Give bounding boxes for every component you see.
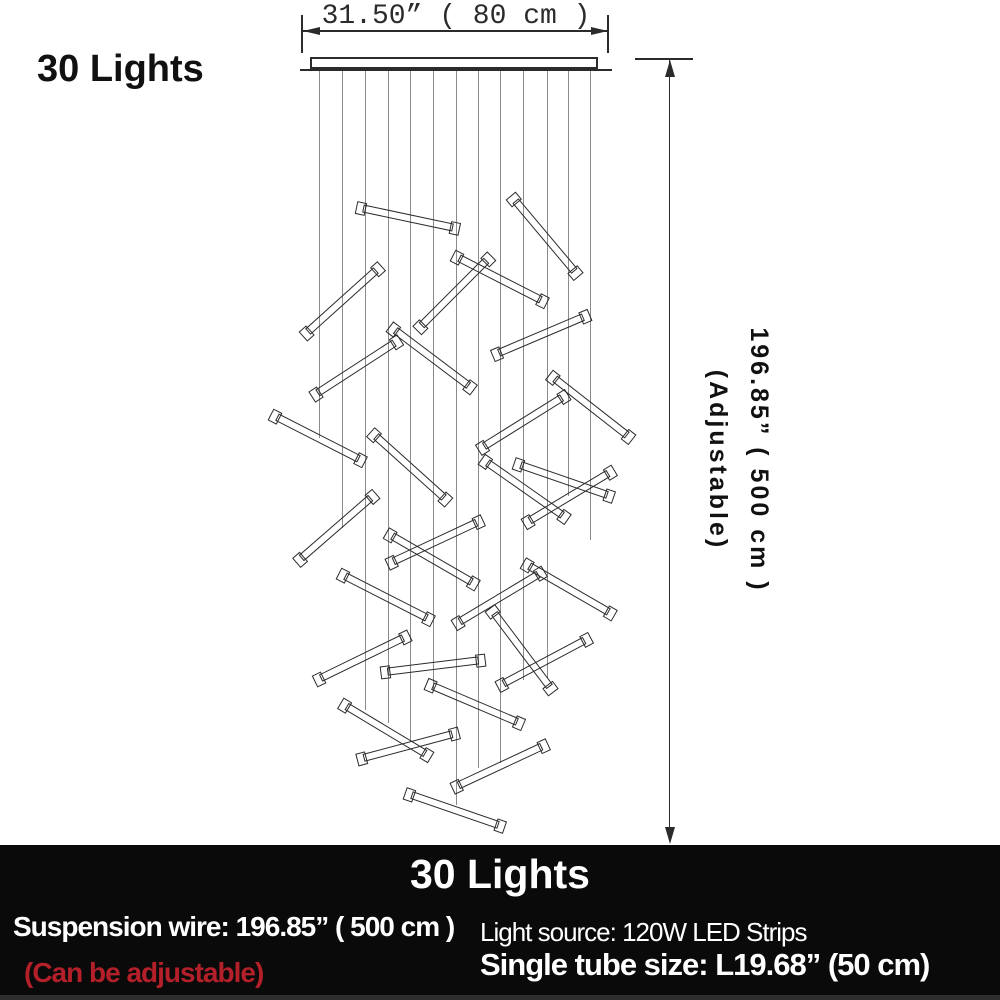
footer-title: 30 Lights <box>410 851 590 897</box>
arrowhead-right-icon <box>591 27 608 35</box>
tube-body <box>343 572 429 622</box>
suspension-wire <box>319 71 320 438</box>
height-extension-line <box>635 58 693 60</box>
adjustable-note: (Can be adjustable) <box>24 957 264 988</box>
suspension-wire <box>433 71 434 690</box>
suspension-wire <box>388 71 389 723</box>
width-dimension-label: 31.50” ( 80 cm ) <box>321 1 591 32</box>
tube-body <box>275 413 361 463</box>
tube-body <box>410 791 500 829</box>
height-value: 196.85” ( 500 cm ) <box>745 327 773 593</box>
light-tube <box>308 334 405 403</box>
suspension-wire <box>365 71 366 710</box>
suspension-wire <box>456 71 457 805</box>
ceiling-baseline <box>300 69 612 71</box>
light-tube <box>267 408 368 469</box>
tube-body <box>298 494 374 562</box>
width-dimension-line <box>303 30 608 32</box>
extension-line-left <box>301 15 303 53</box>
spec-footer: 30 Lights Suspension wire: 196.85” ( 500… <box>0 845 1000 1000</box>
light-tube <box>489 308 593 363</box>
suspension-wire <box>547 71 548 678</box>
arrowhead-down-icon <box>665 827 675 844</box>
arrowhead-up-icon <box>665 60 675 77</box>
ceiling-plate <box>310 57 598 69</box>
tube-body <box>552 375 630 439</box>
light-tube <box>311 629 413 688</box>
height-adjustable-note: (Adjustable) <box>704 369 732 551</box>
suspension-wire <box>500 71 501 763</box>
light-tube <box>505 191 584 282</box>
footer-bottom-edge <box>0 995 1000 1000</box>
suspension-wire <box>568 71 569 496</box>
light-tube <box>354 201 462 236</box>
light-tube <box>519 557 618 622</box>
extension-line-right <box>607 15 609 53</box>
light-tube <box>292 488 381 569</box>
tube-body <box>497 313 585 357</box>
light-tube <box>355 726 462 767</box>
tube-body <box>315 339 397 397</box>
suspension-wire <box>478 71 479 768</box>
suspension-wire <box>410 71 411 742</box>
height-dimension-label: 196.85” ( 500 cm ) (Adjustable) <box>697 327 779 592</box>
tube-body <box>392 327 472 389</box>
light-tube <box>335 567 436 628</box>
page-title: 30 Lights <box>37 48 204 90</box>
suspension-wire <box>590 71 591 540</box>
suspension-wire <box>523 71 524 680</box>
height-dimension-line <box>669 60 670 833</box>
light-source-spec: Light source: 120W LED Strips <box>480 917 807 947</box>
tube-body <box>362 730 454 762</box>
tube-size-spec: Single tube size: L19.68” (50 cm) <box>480 947 930 982</box>
tube-body <box>362 204 454 232</box>
arrowhead-left-icon <box>303 27 320 35</box>
suspension-wire-spec: Suspension wire: 196.85” ( 500 cm ) <box>13 911 455 942</box>
light-tube <box>385 321 478 396</box>
suspension-wire <box>342 71 343 528</box>
light-tube <box>544 369 637 446</box>
